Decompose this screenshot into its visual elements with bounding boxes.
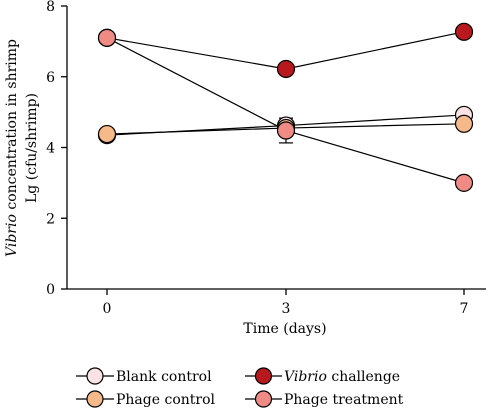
series-lines	[106, 31, 465, 184]
y-tick-label: 8	[46, 0, 55, 15]
legend-label-rest: Phage treatment	[284, 392, 404, 408]
legend: Blank control Phage control Vibrio challen…	[76, 367, 404, 408]
data-point-phage-treatment	[97, 28, 117, 47]
x-tick-label: 0	[103, 301, 112, 317]
legend-label: Vibrio challenge	[284, 369, 400, 385]
y-tick-label: 0	[46, 282, 55, 298]
data-point-phage-treatment	[276, 121, 296, 140]
data-point-phage-control	[454, 114, 474, 133]
y-tick-label: 4	[46, 141, 55, 157]
legend-marker	[254, 390, 273, 408]
legend-marker	[254, 367, 273, 385]
axes: 0 2 4 6 8 0 3 7	[46, 0, 486, 317]
series-markers	[97, 22, 474, 192]
y-axis-title: Vibrio concentration in shrimp Lg (cfu/s…	[4, 39, 40, 257]
x-axis-title: Time (days)	[243, 321, 326, 337]
legend-item: Phage control	[76, 390, 216, 408]
legend-label-rest: Blank control	[116, 369, 212, 385]
y-tick-label: 2	[46, 211, 55, 227]
legend-label: Phage treatment	[284, 392, 404, 408]
y-axis-title-rest: concentration in shrimp	[4, 39, 20, 214]
legend-label: Blank control	[116, 369, 212, 385]
legend-label-rest: challenge	[327, 369, 400, 385]
y-axis-title-line2: Lg (cfu/shrimp)	[24, 93, 40, 203]
data-point-phage-control	[97, 124, 117, 144]
legend-item: Phage treatment	[245, 390, 404, 408]
legend-label-italic: Vibrio	[284, 369, 327, 385]
legend-marker	[86, 390, 104, 408]
legend-item: Blank control	[76, 367, 212, 385]
legend-item: Vibrio challenge	[245, 367, 400, 385]
legend-marker	[86, 367, 104, 385]
y-tick-label: 6	[46, 70, 55, 86]
series-group	[97, 22, 474, 192]
x-tick-label: 7	[460, 301, 469, 317]
legend-label-rest: Phage control	[116, 392, 216, 408]
data-point-vibrio-challenge	[276, 59, 296, 79]
legend-label: Phage control	[116, 392, 216, 408]
series-line-phage-treatment	[106, 37, 465, 184]
y-axis-title-italic: Vibrio	[4, 214, 20, 257]
data-point-vibrio-challenge	[454, 22, 474, 41]
y-axis-title-line1: Vibrio concentration in shrimp	[4, 39, 20, 257]
x-tick-label: 3	[282, 301, 291, 317]
data-point-phage-treatment	[454, 173, 474, 192]
